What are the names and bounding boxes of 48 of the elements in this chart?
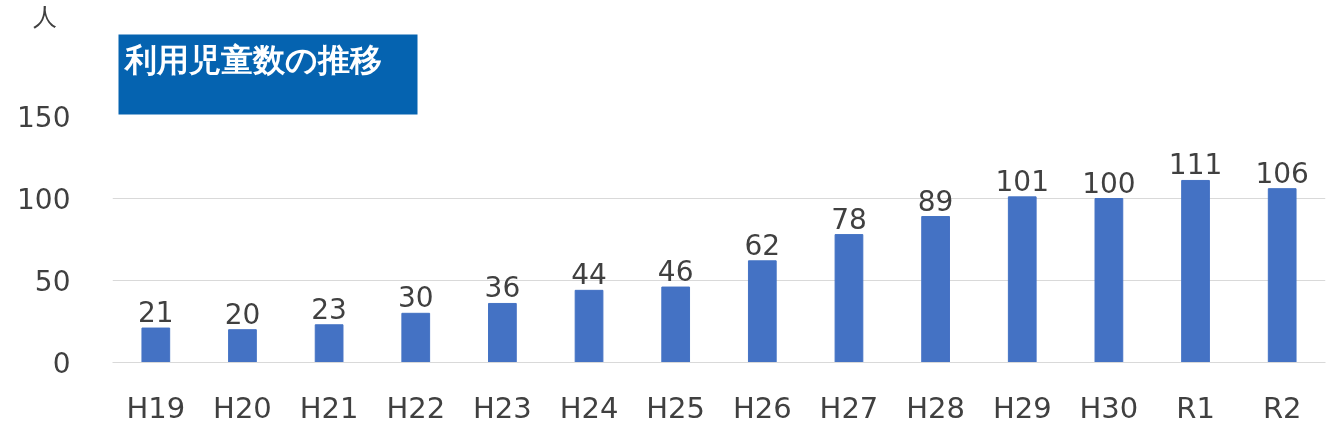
x-tick-label: H22 xyxy=(386,390,446,425)
data-label: 36 xyxy=(484,271,521,305)
y-tick-label: 150 xyxy=(17,101,71,134)
y-tick-label: 100 xyxy=(17,183,71,216)
data-label: 100 xyxy=(1082,166,1136,200)
x-tick-label: R1 xyxy=(1176,390,1215,425)
x-tick-label: H28 xyxy=(906,390,965,425)
x-tick-label: H27 xyxy=(819,390,879,425)
data-label: 46 xyxy=(657,255,694,289)
data-label: 89 xyxy=(917,184,954,218)
bar xyxy=(228,329,257,363)
data-label: 62 xyxy=(744,228,781,262)
data-label: 20 xyxy=(224,297,261,331)
x-tick-label: R2 xyxy=(1262,390,1302,425)
data-label: 44 xyxy=(571,258,607,292)
bar xyxy=(401,312,431,363)
data-label: 78 xyxy=(831,202,867,236)
bar xyxy=(314,324,344,363)
y-axis-title: 人 xyxy=(32,2,57,31)
data-label: 101 xyxy=(995,164,1049,198)
bar xyxy=(834,234,864,363)
x-tick-label: H30 xyxy=(1079,390,1139,425)
bar xyxy=(574,289,604,363)
bar xyxy=(747,260,777,363)
y-tick-label: 50 xyxy=(34,265,71,298)
x-tick-label: H21 xyxy=(299,390,359,425)
bar xyxy=(921,216,950,363)
x-tick-label: H29 xyxy=(992,390,1052,425)
bar xyxy=(488,302,517,363)
bar xyxy=(661,286,691,363)
bar xyxy=(1267,188,1297,363)
x-tick-label: H26 xyxy=(732,390,792,425)
data-label: 106 xyxy=(1255,156,1309,190)
chart-title: 利用児童数の推移 xyxy=(122,40,382,79)
data-label: 30 xyxy=(397,281,434,315)
bar xyxy=(1007,196,1037,363)
x-tick-label: H25 xyxy=(646,390,706,425)
x-tick-label: H24 xyxy=(559,390,619,425)
bar xyxy=(1181,179,1210,363)
bar xyxy=(141,327,171,363)
x-tick-label: H23 xyxy=(473,390,532,425)
bar xyxy=(1094,198,1124,363)
x-tick-label: H19 xyxy=(126,390,186,425)
data-label: 111 xyxy=(1168,148,1223,182)
x-tick-label: H20 xyxy=(213,390,272,425)
data-label: 21 xyxy=(138,296,174,330)
y-tick-label: 0 xyxy=(52,347,71,380)
data-label: 23 xyxy=(311,292,347,326)
